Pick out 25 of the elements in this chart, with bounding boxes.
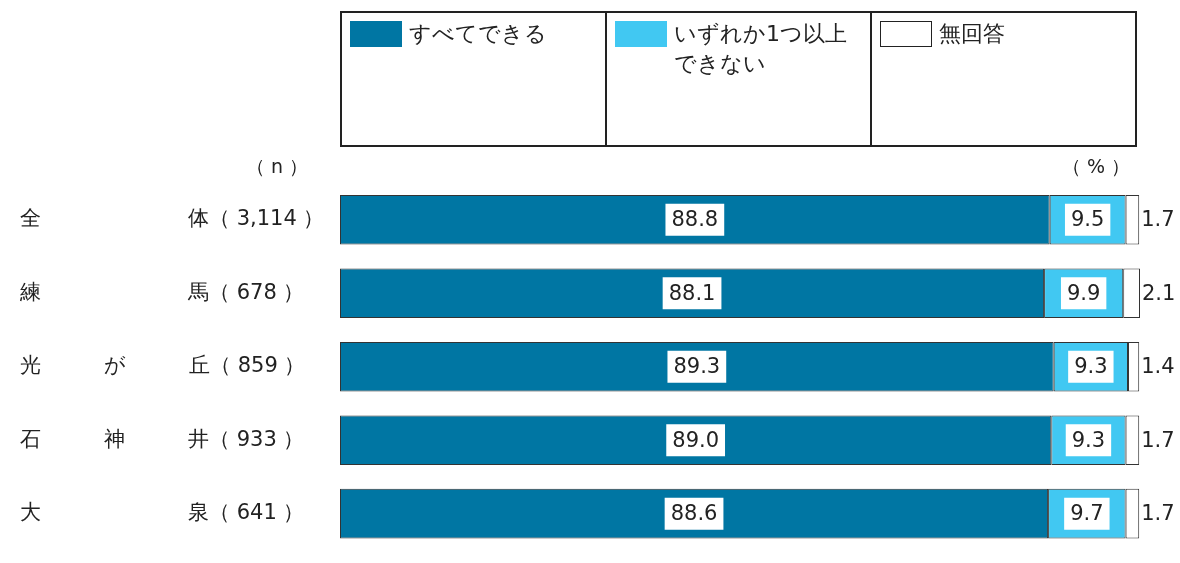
data-label: 88.8 xyxy=(671,207,719,232)
data-label: 9.3 xyxy=(1074,354,1108,379)
data-label: 9.7 xyxy=(1070,501,1104,526)
data-label: 9.5 xyxy=(1070,207,1105,232)
text: （ n ） xyxy=(246,154,309,179)
data-label: 89.0 xyxy=(672,427,720,452)
x-axis-title: （ % ） xyxy=(1061,154,1130,179)
data-label: 88.6 xyxy=(670,501,718,526)
legend-label: すべてできる xyxy=(409,20,547,48)
y-tick-label: 光 が 丘（ 859 ） xyxy=(20,353,306,378)
data-label: 9.3 xyxy=(1071,427,1106,452)
data-label: 1.4 xyxy=(1141,354,1175,379)
data-label: 1.7 xyxy=(1141,501,1175,526)
data-label: 1.7 xyxy=(1141,427,1175,452)
data-label: 1.7 xyxy=(1141,207,1175,232)
legend-label: いずれか1つ以上できない xyxy=(674,20,848,78)
data-label: 2.1 xyxy=(1142,280,1176,305)
legend-label: 無回答 xyxy=(939,20,1005,48)
y-tick-label: 練 馬（ 678 ） xyxy=(19,279,305,304)
y-tick-label: 石 神 井（ 933 ） xyxy=(20,426,305,451)
data-label: 9.9 xyxy=(1066,280,1101,305)
y-tick-label: 大 泉（ 641 ） xyxy=(20,500,305,525)
data-label: 88.1 xyxy=(668,280,716,305)
data-label: 89.3 xyxy=(673,354,721,379)
y-tick-label: 全 体（ 3,114 ） xyxy=(20,206,325,231)
